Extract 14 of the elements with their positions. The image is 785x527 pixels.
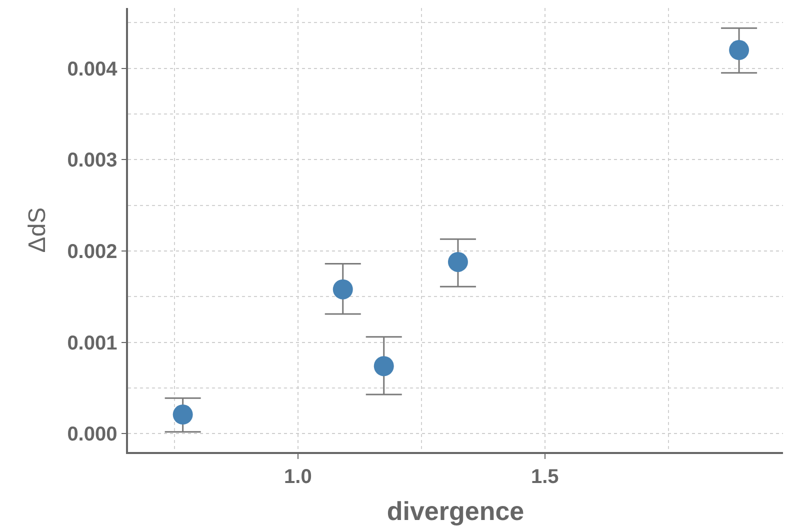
x-tick-label: 1.0 (284, 466, 312, 488)
y-tick-label: 0.001 (67, 332, 118, 354)
point (332, 279, 353, 300)
point (374, 356, 394, 376)
x-tick-label: 1.5 (531, 466, 559, 488)
y-tick-label: 0.004 (67, 58, 118, 80)
point (172, 404, 193, 425)
y-tick-label: 0.003 (67, 150, 118, 172)
y-tick-label: 0.002 (67, 241, 118, 264)
point (729, 40, 750, 60)
point (448, 252, 468, 272)
y-axis-title: ΔdS (24, 207, 51, 253)
x-axis-title: divergence (386, 496, 524, 526)
y-tick-label: 0.000 (67, 424, 118, 446)
